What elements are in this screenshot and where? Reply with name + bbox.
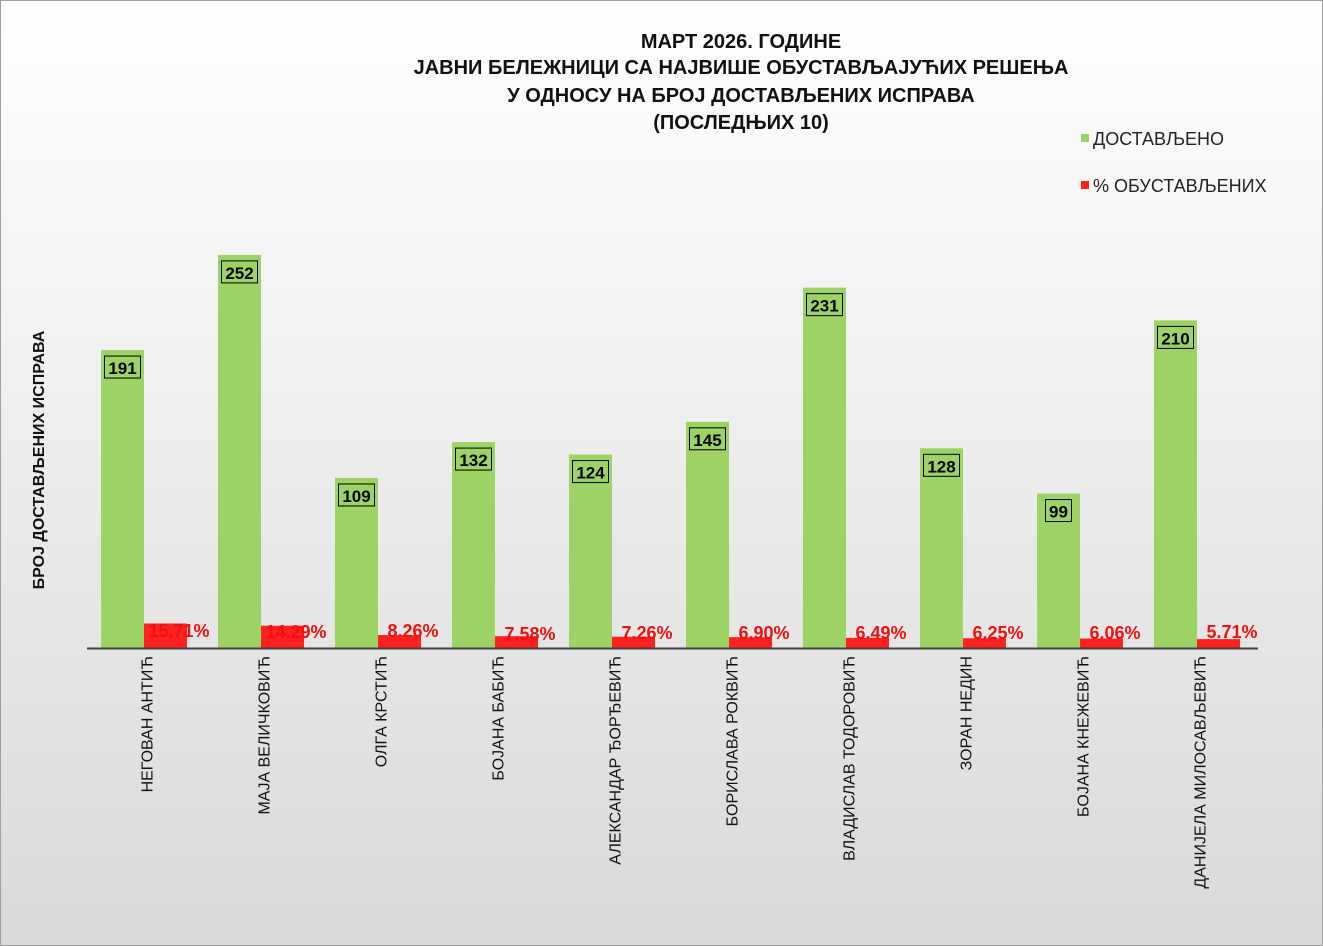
bar-suspended: [1197, 639, 1240, 648]
data-label-suspended: 14.29%: [265, 622, 326, 642]
bar-delivered: [569, 454, 612, 648]
data-label-box: [1045, 499, 1072, 523]
data-label-box: [338, 483, 375, 507]
data-label-box: [923, 453, 960, 477]
x-tick-label: БОРИСЛАВА РОКВИЋ: [725, 656, 742, 826]
data-label-box: [221, 260, 258, 284]
bar-delivered: [218, 254, 261, 648]
bar-suspended: [378, 635, 421, 648]
bar-suspended: [495, 636, 538, 648]
bar-suspended: [729, 637, 772, 648]
data-label-delivered: 99: [1049, 503, 1068, 522]
data-label-suspended: 6.90%: [738, 623, 789, 643]
bar-suspended: [1080, 638, 1123, 648]
data-label-delivered: 128: [927, 457, 955, 476]
data-label-delivered: 231: [810, 297, 838, 316]
bar-delivered: [101, 350, 144, 648]
title-line: ЈАВНИ БЕЛЕЖНИЦИ СА НАЈВИШЕ ОБУСТАВЉАЈУЋИ…: [414, 57, 1069, 79]
y-axis-title: БРОЈ ДОСТАВЉЕНИХ ИСПРАВА: [31, 330, 48, 589]
legend-label-delivered: ДОСТАВЉЕНО: [1093, 129, 1224, 149]
x-tick-label: БОЈАНА КНЕЖЕВИЋ: [1076, 656, 1093, 817]
bar-delivered: [803, 287, 846, 648]
data-label-suspended: 5.71%: [1206, 622, 1257, 642]
data-label-suspended: 8.26%: [387, 621, 438, 641]
data-label-suspended: 7.26%: [621, 623, 672, 643]
bar-delivered: [452, 442, 495, 648]
data-label-delivered: 124: [576, 464, 605, 483]
data-label-delivered: 109: [342, 487, 370, 506]
data-label-suspended: 7.58%: [504, 624, 555, 644]
bar-suspended: [846, 637, 889, 648]
x-tick-label: ЗОРАН НЕДИН: [959, 656, 976, 770]
x-tick-label: БОЈАНА БАБИЋ: [491, 656, 508, 781]
data-label-box: [104, 355, 141, 379]
title-line: МАРТ 2026. ГОДИНЕ: [641, 31, 841, 53]
data-label-delivered: 132: [459, 451, 487, 470]
x-tick-label: ОЛГА КРСТИЋ: [374, 656, 391, 767]
bar-suspended: [612, 636, 655, 648]
legend-swatch-suspended: [1081, 181, 1089, 189]
x-tick-label: АЛЕКСАНДАР ЂОРЂЕВИЋ: [608, 656, 625, 865]
x-tick-label: ВЛАДИСЛАВ ТОДОРОВИЋ: [842, 656, 859, 861]
data-label-delivered: 191: [108, 359, 136, 378]
data-label-box: [689, 427, 726, 451]
title-line: У ОДНОСУ НА БРОЈ ДОСТАВЉЕНИХ ИСПРАВА: [507, 85, 974, 107]
data-label-suspended: 15.71%: [148, 621, 209, 641]
chart-title: МАРТ 2026. ГОДИНЕ ЈАВНИ БЕЛЕЖНИЦИ СА НАЈ…: [414, 31, 1069, 134]
data-label-suspended: 6.49%: [855, 623, 906, 643]
bar-suspended: [963, 638, 1006, 648]
bar-suspended: [144, 623, 187, 648]
x-tick-label: ДАНИЈЕЛА МИЛОСАВЉЕВИЋ: [1193, 656, 1210, 889]
data-label-box: [572, 460, 609, 484]
x-tick-label: МАЈА ВЕЛИЧКОВИЋ: [257, 656, 274, 815]
bar-delivered: [686, 421, 729, 648]
bar-suspended: [261, 625, 304, 648]
bar-delivered: [1154, 320, 1197, 648]
data-label-delivered: 145: [693, 431, 721, 450]
legend-label-suspended: % ОБУСТАВЉЕНИХ: [1093, 176, 1267, 196]
x-tick-label: НЕГОВАН АНТИЋ: [140, 656, 157, 792]
data-label-box: [455, 447, 492, 471]
data-label-box: [806, 293, 843, 317]
title-line: (ПОСЛЕДЊИХ 10): [653, 112, 829, 134]
data-label-box: [1157, 325, 1194, 349]
data-label-suspended: 6.06%: [1089, 623, 1140, 643]
legend-swatch-delivered: [1081, 134, 1089, 142]
legend: ДОСТАВЉЕНО % ОБУСТАВЉЕНИХ: [1081, 129, 1267, 196]
bar-delivered: [920, 448, 963, 648]
data-label-delivered: 252: [225, 264, 253, 283]
data-label-suspended: 6.25%: [972, 623, 1023, 643]
data-label-delivered: 210: [1161, 329, 1189, 348]
